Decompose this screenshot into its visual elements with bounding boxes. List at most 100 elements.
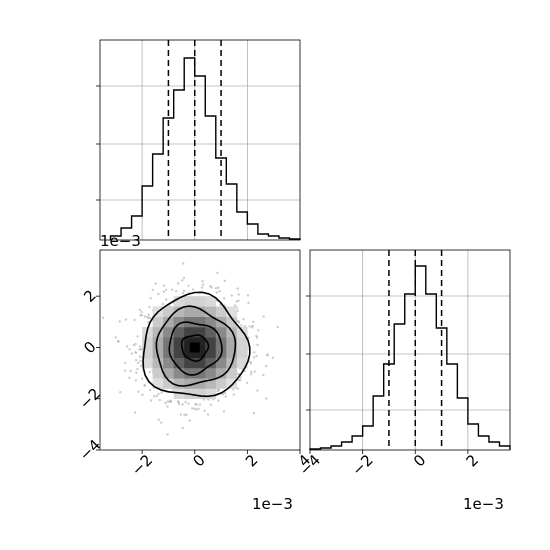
joint-border bbox=[99, 249, 301, 451]
marginal-top-frame bbox=[100, 40, 300, 240]
joint-scatter-point bbox=[124, 361, 127, 365]
joint-contour bbox=[180, 334, 210, 363]
joint-scatter-point bbox=[195, 403, 198, 406]
joint-scatter-point bbox=[183, 413, 186, 417]
joint-density-cell bbox=[194, 296, 206, 307]
joint-x-offset-label: 1e−3 bbox=[252, 495, 293, 513]
joint-scatter-point bbox=[233, 304, 237, 307]
joint-scatter-point bbox=[181, 403, 184, 406]
joint-density-cell bbox=[173, 367, 185, 379]
joint-scatter-point bbox=[134, 351, 137, 354]
joint-density-cell bbox=[163, 378, 174, 389]
joint-scatter-point bbox=[262, 373, 265, 377]
joint-scatter-point bbox=[187, 402, 190, 405]
joint-density-cell bbox=[173, 337, 185, 348]
joint-density-cell bbox=[152, 337, 164, 348]
joint-scatter-point bbox=[136, 335, 139, 338]
joint-density-cell bbox=[194, 388, 206, 400]
joint-scatter-point bbox=[164, 298, 168, 301]
joint-scatter-point bbox=[151, 288, 154, 292]
marginal-right-quantile-lines bbox=[388, 250, 443, 450]
joint-density-cell bbox=[205, 326, 217, 338]
joint-scatter-point bbox=[101, 316, 105, 320]
joint-scatter-point bbox=[182, 276, 186, 280]
joint-scatter-point bbox=[164, 288, 168, 292]
joint-density-cell bbox=[215, 378, 227, 389]
marginal-right-x-offset-label: 1e−3 bbox=[463, 495, 504, 513]
joint-scatter-point bbox=[264, 364, 268, 368]
joint-scatter-point bbox=[198, 403, 202, 406]
joint-scatter-point bbox=[162, 290, 165, 293]
joint-scatter-point bbox=[135, 371, 138, 374]
joint-density-cell bbox=[152, 357, 164, 369]
joint-density-cell bbox=[142, 347, 153, 358]
joint-density-cell bbox=[152, 326, 164, 338]
joint-scatter-point bbox=[141, 393, 144, 397]
joint-x-ticks: −2 0 2 4 bbox=[128, 450, 314, 479]
joint-density-cell bbox=[226, 337, 238, 348]
joint-density-cell bbox=[152, 378, 164, 389]
joint-scatter-point bbox=[265, 397, 268, 400]
joint-scatter-point bbox=[179, 413, 183, 416]
marginal-right-y-ticks bbox=[306, 295, 310, 411]
joint-density-cell bbox=[194, 306, 206, 317]
joint-scatter-point bbox=[255, 354, 258, 358]
joint-scatter-point bbox=[124, 318, 128, 321]
joint-scatter-point bbox=[237, 293, 240, 296]
joint-density-cell bbox=[163, 337, 174, 348]
joint-scatter-point bbox=[143, 383, 146, 387]
joint-scatter-point bbox=[175, 290, 178, 293]
joint-density-cell bbox=[194, 357, 206, 369]
joint-scatter-point bbox=[177, 402, 181, 406]
joint-density-cell bbox=[184, 357, 196, 369]
joint-scatter-point bbox=[265, 354, 269, 357]
joint-scatter-point bbox=[237, 378, 241, 382]
joint-scatter-point bbox=[136, 361, 140, 365]
joint-density-cell bbox=[184, 347, 196, 358]
joint-density-cell bbox=[205, 388, 217, 400]
joint-scatter-point bbox=[149, 296, 152, 300]
joint-x-tick-label: 0 bbox=[189, 451, 208, 470]
joint-density-cell bbox=[163, 357, 174, 369]
joint-density-cell bbox=[152, 347, 164, 358]
joint-density-cell bbox=[184, 367, 196, 379]
joint-density-cell bbox=[173, 357, 185, 369]
joint-scatter-point bbox=[252, 320, 255, 323]
joint-scatter-point bbox=[128, 376, 131, 379]
joint-peak-cell bbox=[189, 342, 200, 353]
joint-scatter-point bbox=[138, 355, 141, 358]
joint-density-cell bbox=[184, 326, 196, 338]
joint-scatter-point bbox=[197, 407, 200, 410]
joint-scatter-point bbox=[147, 313, 150, 317]
joint-scatter-point bbox=[237, 321, 241, 324]
joint-scatter-point bbox=[236, 287, 239, 290]
joint-density-cell bbox=[163, 367, 174, 379]
joint-density-cell bbox=[226, 378, 238, 389]
joint-scatter-point bbox=[256, 389, 259, 392]
joint-scatter-point bbox=[217, 286, 220, 289]
marginal-right-frame bbox=[310, 250, 510, 450]
marginal-top-y-ticks bbox=[96, 85, 100, 201]
joint-scatter-point bbox=[249, 372, 253, 376]
joint-x-tick-label: −2 bbox=[128, 451, 156, 479]
joint-scatter-point bbox=[188, 419, 191, 422]
joint-density-cell bbox=[173, 306, 185, 317]
joint-scatter-point bbox=[240, 324, 243, 327]
joint-scatter-point bbox=[181, 426, 184, 430]
joint-scatter-point bbox=[149, 316, 152, 320]
joint-scatter-point bbox=[176, 282, 180, 285]
joint-scatter-point bbox=[252, 356, 256, 359]
joint-scatter-point bbox=[128, 348, 131, 351]
joint-scatter-point bbox=[245, 381, 249, 385]
right-x-tick-label: −2 bbox=[348, 451, 376, 479]
joint-density-cell bbox=[205, 316, 217, 328]
joint-scatter-point bbox=[157, 292, 160, 296]
joint-scatter-point bbox=[236, 387, 240, 390]
joint-scatter-point bbox=[133, 318, 136, 322]
joint-scatter-point bbox=[182, 289, 186, 293]
joint-scatter-point bbox=[253, 351, 256, 354]
joint-scatter-point bbox=[118, 320, 121, 323]
marginal-right-x-ticks: −4 −2 0 2 bbox=[296, 450, 482, 479]
joint-scatter-point bbox=[138, 308, 142, 312]
